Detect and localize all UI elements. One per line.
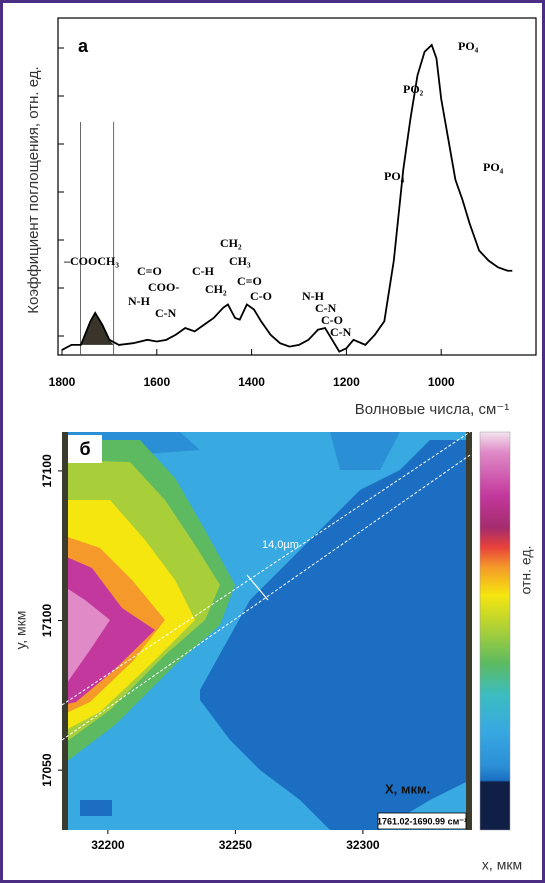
profile-line (61, 454, 471, 741)
map-axes: 32200 32250 32300 17100 17100 17050 (40, 454, 380, 852)
annotation: N-H (302, 289, 325, 303)
map-region (200, 440, 470, 830)
annotation: C=O (137, 264, 162, 278)
range-label: 1761.02-1690.99 см⁻¹ (377, 816, 467, 826)
annotation: PO₄ (483, 160, 504, 174)
x-axis-label: Волновые числа, см⁻¹ (355, 401, 510, 418)
annotation: C-O (250, 289, 272, 303)
annotation: C=O (237, 274, 262, 288)
y-tick-label: 17050 (40, 753, 54, 787)
spectrum-line (61, 43, 513, 353)
x-tick-label: 1000 (428, 375, 455, 389)
annotation: N-H (128, 294, 151, 308)
x-tick-label: 32250 (219, 838, 253, 852)
map-region (330, 432, 400, 470)
x-tick-label: 32300 (346, 838, 380, 852)
x-tick-label: 1800 (49, 375, 76, 389)
measure-line (246, 574, 269, 601)
annotation: C-N (330, 325, 352, 339)
annotation: COO- (148, 280, 179, 294)
annotation: CH₃ (229, 254, 251, 268)
heatmap (61, 431, 472, 830)
plot-frame (57, 17, 537, 356)
y-tick-label: 17100 (40, 604, 54, 638)
panel-label: б (79, 439, 90, 459)
annotation: –COOCH₃ (63, 254, 119, 268)
annotation: PO₄ (384, 169, 405, 183)
map-edge (466, 432, 472, 830)
annotation: C-H (192, 264, 215, 278)
inner-x-label: X, мкм. (385, 781, 430, 796)
range-box (377, 812, 467, 830)
map-region (62, 555, 155, 705)
y-tick-label: 17100 (40, 454, 54, 488)
annotation: C-N (315, 301, 337, 315)
x-tick-label: 32200 (91, 838, 125, 852)
annotation: PO₂ (403, 82, 424, 96)
colorbar-label: отн. ед. (518, 546, 534, 595)
profile-line (61, 431, 471, 706)
x-tick-label: 1200 (333, 375, 360, 389)
measure-label: 14,0µm (262, 539, 299, 551)
x-axis-label: х, мкм (482, 857, 522, 873)
annotation: C-O (321, 313, 343, 327)
y-axis-label: Коэффициент поглощения, отн. ед. (25, 66, 42, 313)
panel-label: а (78, 36, 89, 56)
map-edge (62, 432, 68, 830)
annotation: C-N (155, 306, 177, 320)
y-axis-label: у, мкм (13, 611, 29, 650)
annotation: CH₂ (220, 236, 242, 250)
annotation: PO₄ (458, 39, 479, 53)
x-tick-label: 1600 (143, 375, 170, 389)
annotation: CH₂ (205, 282, 227, 296)
map-region (62, 585, 110, 690)
colorbar (479, 431, 511, 831)
panel-label-box (68, 435, 102, 463)
spectrum-panel: 1800 1600 1400 1200 1000–COOCH₃C=OCOO-N-HC-N… (49, 39, 513, 389)
band-area (80, 312, 114, 345)
map-region (80, 800, 112, 816)
x-tick-label: 1400 (238, 375, 265, 389)
